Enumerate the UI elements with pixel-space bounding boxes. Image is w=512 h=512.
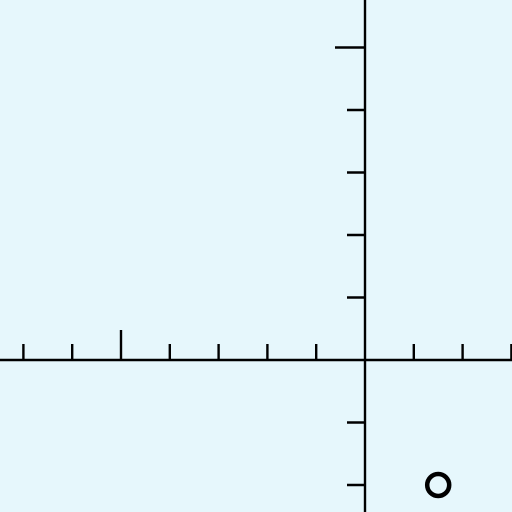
point-marker (424, 471, 452, 499)
